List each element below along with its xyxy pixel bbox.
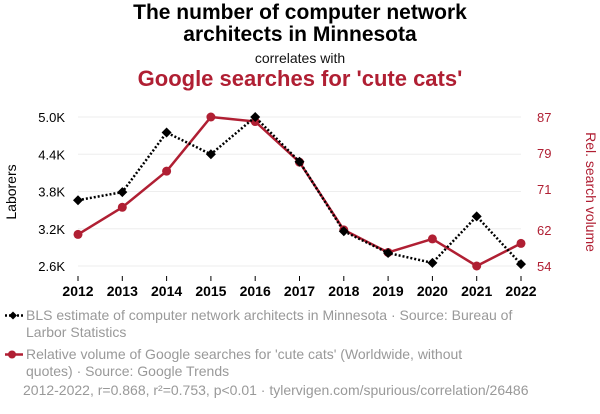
- x-tick-label: 2017: [284, 283, 315, 299]
- legend-series-2-line-2: quotes) · Source: Google Trends: [26, 363, 230, 379]
- x-tick-label: 2012: [62, 283, 93, 299]
- series-1-point: [471, 211, 482, 222]
- y-right-tick-label: 62: [537, 223, 551, 238]
- y-right-tick-label: 87: [537, 110, 551, 125]
- series-2-point: [73, 229, 83, 239]
- chart-subtitle: Google searches for 'cute cats': [137, 66, 463, 91]
- y-left-tick-label: 2.6K: [38, 259, 65, 274]
- y-right-tick-label: 71: [537, 182, 551, 197]
- series-2-point: [472, 261, 482, 271]
- series-1-point: [117, 187, 128, 198]
- series-2-point: [427, 234, 437, 244]
- correlates-with-label: correlates with: [254, 50, 346, 66]
- x-tick-label: 2015: [195, 283, 226, 299]
- series-1-point: [516, 259, 526, 270]
- series-1-point: [205, 149, 216, 160]
- x-tick-label: 2013: [107, 283, 138, 299]
- series-1-point: [161, 127, 172, 138]
- y-right-tick-label: 54: [537, 259, 551, 274]
- chart-footer: 2012-2022, r=0.868, r²=0.753, p<0.01 · t…: [23, 382, 529, 398]
- series-1-point: [338, 226, 349, 237]
- x-tick-label: 2021: [461, 283, 492, 299]
- y-left-axis-title: Laborers: [3, 164, 19, 219]
- x-tick-label: 2019: [373, 283, 404, 299]
- legend-series-2-line-1: Relative volume of Google searches for '…: [26, 346, 463, 362]
- series-2-point: [162, 166, 172, 176]
- series-2-point: [516, 238, 526, 248]
- y-left-tick-label: 3.8K: [38, 185, 65, 200]
- legend-series-1-line-2: Larbor Statistics: [26, 324, 127, 340]
- y-right-tick-label: 79: [537, 146, 551, 161]
- x-tick-label: 2020: [417, 283, 448, 299]
- legend-swatch-solid-circle-icon: [5, 350, 23, 359]
- series-1-point: [294, 156, 305, 167]
- legend-series-1-line-1: BLS estimate of computer network archite…: [26, 307, 513, 323]
- y-left-tick-label: 3.2K: [38, 222, 65, 237]
- legend-swatch-dotted-diamond-icon: [5, 311, 23, 320]
- series-1-point: [73, 195, 83, 206]
- y-left-tick-label: 5.0K: [38, 110, 65, 125]
- y-right-axis-title: Rel. search volume: [583, 132, 599, 252]
- x-tick-label: 2016: [240, 283, 271, 299]
- x-tick-label: 2014: [151, 283, 182, 299]
- series-2-point: [117, 202, 127, 212]
- series-2-point: [206, 112, 216, 122]
- legend-item-series-2: Relative volume of Google searches for '…: [4, 346, 594, 380]
- x-tick-label: 2022: [505, 283, 536, 299]
- series-1-point: [427, 257, 438, 268]
- x-tick-label: 2018: [328, 283, 359, 299]
- chart-title-line-1: The number of computer network: [133, 1, 467, 24]
- series-1-point: [383, 247, 394, 258]
- chart-title-line-2: architects in Minnesota: [183, 23, 417, 46]
- legend-item-series-1: BLS estimate of computer network archite…: [4, 307, 594, 341]
- y-left-tick-label: 4.4K: [38, 147, 65, 162]
- series-1-point: [250, 112, 261, 122]
- chart-title: The number of computer network architect…: [0, 2, 600, 46]
